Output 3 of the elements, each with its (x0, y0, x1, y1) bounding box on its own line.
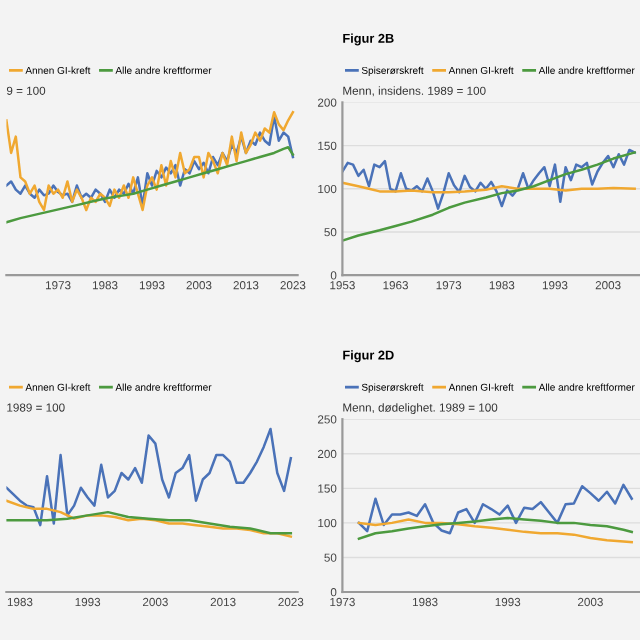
line-series (357, 483, 633, 535)
line-series (342, 151, 636, 242)
line-series (342, 148, 636, 210)
